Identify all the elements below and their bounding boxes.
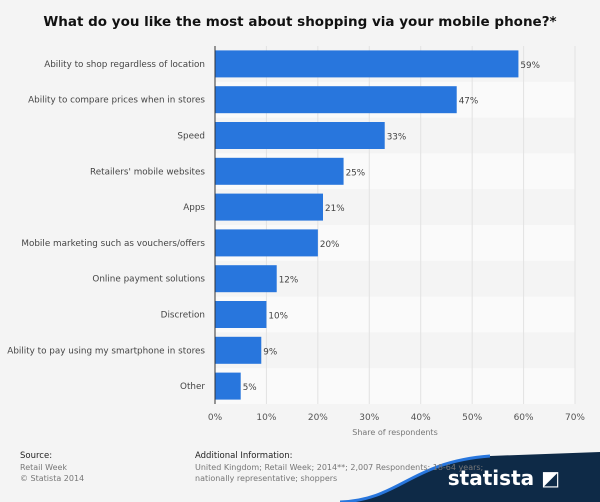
info-line-2: nationally representative; shoppers	[195, 474, 338, 483]
data-label: 5%	[243, 383, 257, 393]
category-label: Online payment solutions	[92, 275, 205, 285]
bar	[215, 265, 277, 293]
statista-logo-background	[340, 452, 600, 502]
statista-mark-icon: ◩	[541, 466, 560, 490]
category-label: Ability to compare prices when in stores	[28, 96, 205, 106]
data-label: 21%	[325, 204, 345, 214]
x-tick-label: 60%	[514, 413, 534, 423]
bar	[215, 229, 318, 257]
category-label: Ability to shop regardless of location	[44, 60, 205, 70]
bar	[215, 86, 457, 114]
bar	[215, 157, 344, 185]
data-label: 47%	[459, 97, 479, 107]
data-label: 20%	[320, 240, 340, 250]
x-axis-label: Share of respondents	[352, 428, 438, 437]
source-name[interactable]: Retail Week	[20, 463, 68, 472]
bar-chart: 0% 10% 20% 30% 40% 50% 60% 70% Share of responde…	[7, 46, 585, 437]
bar	[215, 193, 323, 221]
statista-logo[interactable]: statista ◩	[447, 466, 560, 490]
x-tick-label: 70%	[565, 413, 585, 423]
category-label: Ability to pay using my smartphone in st…	[7, 346, 205, 356]
category-label: Other	[180, 382, 205, 392]
info-line-1: United Kingdom; Retail Week; 2014**; 2,0…	[195, 463, 484, 472]
additional-info: Additional Information: United Kingdom; …	[195, 450, 483, 484]
bar	[215, 336, 262, 364]
info-label: Additional Information:	[195, 451, 293, 461]
bar	[215, 122, 385, 149]
x-tick-label: 20%	[308, 413, 328, 423]
source-block: Source: Retail Week © Statista 2014	[20, 450, 84, 484]
data-label: 25%	[346, 168, 366, 178]
x-tick-label: 0%	[208, 413, 223, 423]
category-label: Mobile marketing such as vouchers/offers	[21, 239, 205, 249]
bar	[215, 50, 519, 78]
data-label: 33%	[387, 133, 407, 143]
data-label: 59%	[520, 61, 540, 71]
row-stripe	[215, 368, 575, 404]
x-tick-label: 50%	[462, 413, 482, 423]
category-label: Speed	[177, 132, 205, 142]
data-label: 10%	[268, 312, 288, 322]
data-label: 9%	[263, 347, 277, 357]
bar	[215, 301, 267, 328]
category-label: Apps	[183, 203, 205, 213]
bar	[215, 372, 241, 400]
x-tick-label: 30%	[359, 413, 379, 423]
x-tick-label: 40%	[411, 413, 431, 423]
data-label: 12%	[279, 276, 299, 286]
category-label: Retailers' mobile websites	[90, 167, 205, 177]
x-tick-label: 10%	[256, 413, 276, 423]
copyright: © Statista 2014	[20, 474, 85, 483]
chart-title: What do you like the most about shopping…	[43, 14, 557, 30]
category-label: Discretion	[161, 311, 205, 321]
source-label: Source:	[20, 451, 53, 461]
row-stripe	[215, 296, 575, 333]
